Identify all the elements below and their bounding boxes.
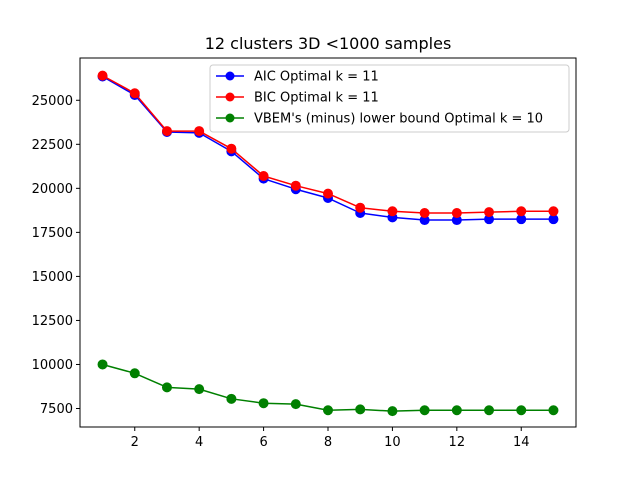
x-tick-label: 10 bbox=[384, 435, 401, 450]
data-point bbox=[548, 206, 559, 217]
y-tick-label: 10000 bbox=[32, 358, 73, 373]
legend-item: AIC Optimal k = 11 bbox=[216, 70, 379, 85]
legend-label: VBEM's (minus) lower bound Optimal k = 1… bbox=[254, 112, 543, 127]
series-layer bbox=[97, 70, 559, 417]
legend-item: VBEM's (minus) lower bound Optimal k = 1… bbox=[216, 112, 543, 127]
data-point bbox=[258, 171, 269, 182]
y-tick-label: 22500 bbox=[32, 138, 73, 153]
legend-swatch-marker bbox=[225, 71, 235, 81]
x-tick-label: 14 bbox=[513, 435, 530, 450]
data-point bbox=[451, 405, 462, 416]
data-point bbox=[548, 405, 559, 416]
data-point bbox=[290, 180, 301, 191]
data-point bbox=[451, 207, 462, 218]
legend-swatch-marker bbox=[225, 113, 235, 123]
y-tick-label: 15000 bbox=[32, 270, 73, 285]
x-tick-label: 2 bbox=[131, 435, 139, 450]
data-point bbox=[484, 207, 495, 218]
y-tick-label: 17500 bbox=[32, 226, 73, 241]
data-point bbox=[419, 405, 430, 416]
data-point bbox=[387, 406, 398, 417]
x-tick-label: 4 bbox=[195, 435, 203, 450]
data-point bbox=[161, 382, 172, 393]
data-point bbox=[129, 368, 140, 379]
legend: AIC Optimal k = 11 BIC Optimal k = 11 VBEM… bbox=[209, 64, 570, 133]
x-tick-label: 8 bbox=[324, 435, 332, 450]
y-tick-label: 20000 bbox=[32, 182, 73, 197]
legend-label: BIC Optimal k = 11 bbox=[254, 91, 379, 106]
data-point bbox=[161, 126, 172, 137]
x-tick-label: 6 bbox=[259, 435, 267, 450]
chart-title: 12 clusters 3D <1000 samples bbox=[205, 34, 452, 53]
legend-swatch-marker bbox=[225, 92, 235, 102]
data-point bbox=[258, 398, 269, 409]
data-point bbox=[355, 202, 366, 213]
data-point bbox=[419, 207, 430, 218]
legend-box bbox=[209, 64, 570, 133]
legend-label: AIC Optimal k = 11 bbox=[254, 70, 379, 85]
data-point bbox=[226, 393, 237, 404]
data-point bbox=[290, 399, 301, 410]
data-point bbox=[387, 206, 398, 217]
data-point bbox=[97, 359, 108, 370]
data-point bbox=[129, 88, 140, 99]
series-2 bbox=[97, 70, 559, 218]
data-point bbox=[97, 70, 108, 81]
data-point bbox=[516, 206, 527, 217]
data-point bbox=[226, 143, 237, 154]
data-point bbox=[323, 188, 333, 199]
y-tick-label: 7500 bbox=[40, 402, 73, 417]
y-tick-label: 12500 bbox=[32, 314, 73, 329]
data-point bbox=[484, 405, 495, 416]
y-tick-label: 25000 bbox=[32, 94, 73, 109]
x-tick-label: 12 bbox=[449, 435, 466, 450]
series-3 bbox=[97, 359, 559, 417]
data-point bbox=[194, 384, 205, 395]
legend-item: BIC Optimal k = 11 bbox=[216, 91, 379, 106]
data-point bbox=[355, 404, 366, 415]
data-point bbox=[194, 126, 205, 137]
data-point bbox=[516, 405, 527, 416]
data-point bbox=[323, 405, 333, 416]
plot-axes: 2 4 6 8 10 12 14 7500 10000 12500 15000 17500 20000 2… bbox=[32, 57, 577, 450]
